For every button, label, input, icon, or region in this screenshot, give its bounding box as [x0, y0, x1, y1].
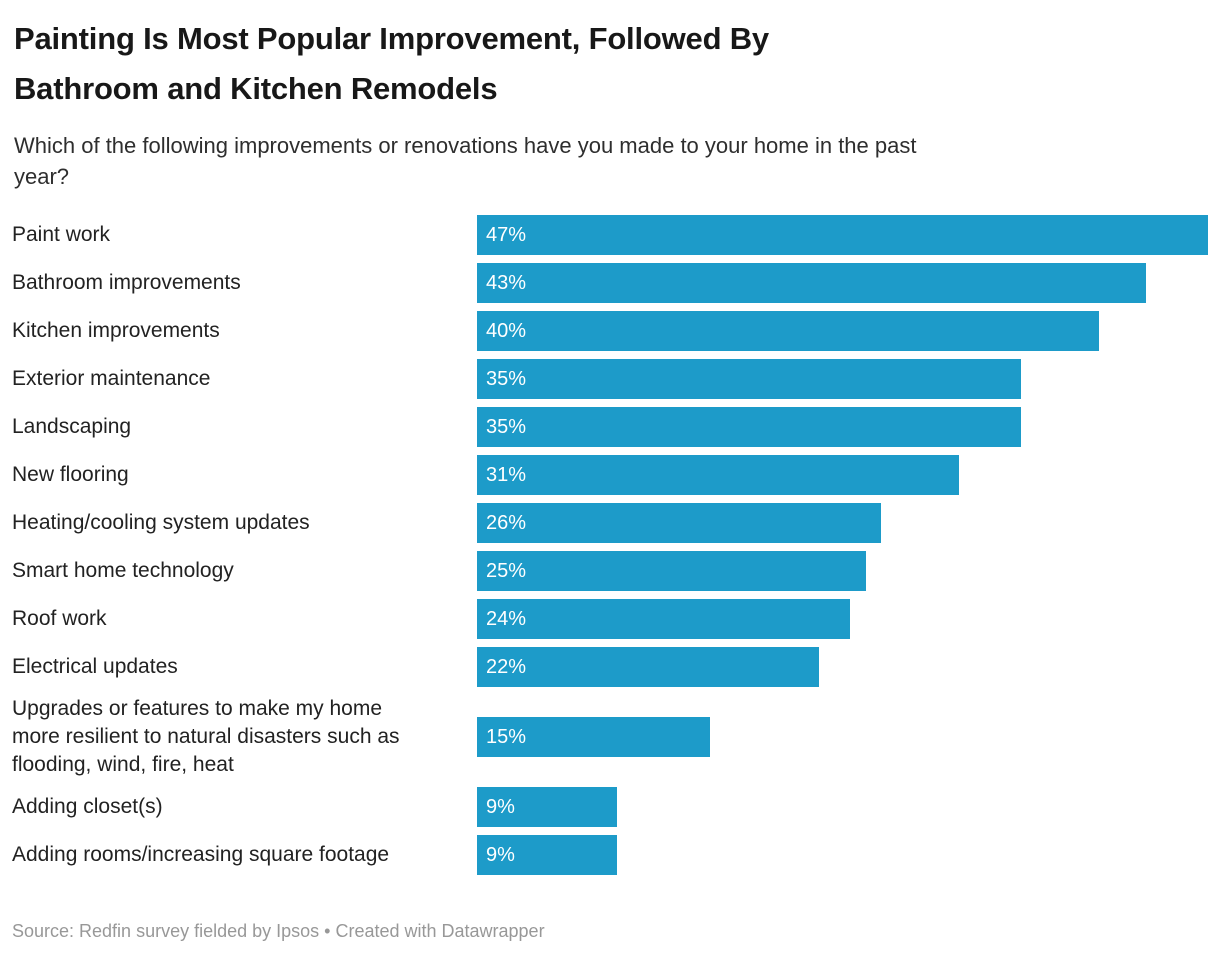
category-label: Paint work	[12, 223, 111, 246]
bar-track: 9%	[477, 787, 1208, 827]
bar-track: 31%	[477, 455, 1208, 495]
bar-row: Adding closet(s) 9%	[12, 787, 1208, 827]
bar-row: New flooring 31%	[12, 455, 1208, 495]
bar-value-label: 31%	[486, 463, 527, 486]
page-title-line2: Bathroom and Kitchen Remodels	[14, 71, 498, 106]
bar-value-label: 47%	[486, 223, 527, 246]
bar: 35%	[477, 359, 1022, 399]
category-label: Exterior maintenance	[12, 367, 211, 390]
bar-row: Smart home technology 25%	[12, 551, 1208, 591]
bar-track: 25%	[477, 551, 1208, 591]
category-label: Roof work	[12, 607, 107, 630]
bar-value-label: 25%	[486, 559, 527, 582]
bar-row: Bathroom improvements 43%	[12, 263, 1208, 303]
bar: 40%	[477, 311, 1100, 351]
bar-value-label: 9%	[486, 843, 515, 866]
category-label: Landscaping	[12, 415, 132, 438]
bar-row: Exterior maintenance 35%	[12, 359, 1208, 399]
bar-track: 35%	[477, 359, 1208, 399]
bar-track: 24%	[477, 599, 1208, 639]
bar: 15%	[477, 717, 711, 757]
bar: 43%	[477, 263, 1146, 303]
category-label: Kitchen improvements	[12, 319, 220, 342]
bar-row: Electrical updates 22%	[12, 647, 1208, 687]
bar: 9%	[477, 835, 617, 875]
bar-value-label: 9%	[486, 795, 515, 818]
source-note: Source: Redfin survey fielded by Ipsos •…	[12, 921, 545, 941]
bar-track: 9%	[477, 835, 1208, 875]
bar-row: Kitchen improvements 40%	[12, 311, 1208, 351]
bar-row: Upgrades or features to make my home mor…	[12, 695, 1208, 779]
bar-track: 22%	[477, 647, 1208, 687]
bar-value-label: 35%	[486, 367, 527, 390]
page-title-line1: Painting Is Most Popular Improvement, Fo…	[14, 21, 769, 56]
bar: 25%	[477, 551, 866, 591]
bar-rows: Paint work 47% Bathroom improvements 43% Kit…	[12, 215, 1208, 875]
bar: 35%	[477, 407, 1022, 447]
bar-track: 26%	[477, 503, 1208, 543]
bar: 47%	[477, 215, 1208, 255]
chart-subtitle-line1: Which of the following improvements or r…	[14, 133, 917, 158]
chart-subtitle-line2: year?	[14, 164, 70, 189]
bar-track: 15%	[477, 695, 1208, 779]
bar-track: 35%	[477, 407, 1208, 447]
bar-track: 47%	[477, 215, 1208, 255]
page-title: Painting Is Most Popular Improvement, Fo…	[14, 14, 1206, 114]
category-label: Smart home technology	[12, 559, 234, 582]
bar-row: Roof work 24%	[12, 599, 1208, 639]
bar-track: 43%	[477, 263, 1208, 303]
bar-track: 40%	[477, 311, 1208, 351]
bar-value-label: 22%	[486, 655, 527, 678]
category-label: Upgrades or features to make my home mor…	[12, 697, 400, 776]
bar: 24%	[477, 599, 851, 639]
bar-value-label: 26%	[486, 511, 527, 534]
bar-value-label: 35%	[486, 415, 527, 438]
category-label: Electrical updates	[12, 655, 178, 678]
category-label: New flooring	[12, 463, 129, 486]
bar: 31%	[477, 455, 960, 495]
category-label: Adding rooms/increasing square footage	[12, 843, 390, 866]
bar-chart: Paint work 47% Bathroom improvements 43% Kit…	[0, 215, 1220, 875]
bar: 9%	[477, 787, 617, 827]
bar-value-label: 15%	[486, 725, 527, 748]
bar-value-label: 43%	[486, 271, 527, 294]
category-label: Adding closet(s)	[12, 795, 163, 818]
chart-header: Painting Is Most Popular Improvement, Fo…	[0, 14, 1220, 192]
bar-row: Paint work 47%	[12, 215, 1208, 255]
category-label: Heating/cooling system updates	[12, 511, 310, 534]
bar: 26%	[477, 503, 882, 543]
chart-subtitle: Which of the following improvements or r…	[14, 130, 1206, 192]
bar: 22%	[477, 647, 820, 687]
bar-value-label: 40%	[486, 319, 527, 342]
bar-value-label: 24%	[486, 607, 527, 630]
bar-row: Heating/cooling system updates 26%	[12, 503, 1208, 543]
bar-row: Landscaping 35%	[12, 407, 1208, 447]
category-label: Bathroom improvements	[12, 271, 241, 294]
bar-row: Adding rooms/increasing square footage 9%	[12, 835, 1208, 875]
